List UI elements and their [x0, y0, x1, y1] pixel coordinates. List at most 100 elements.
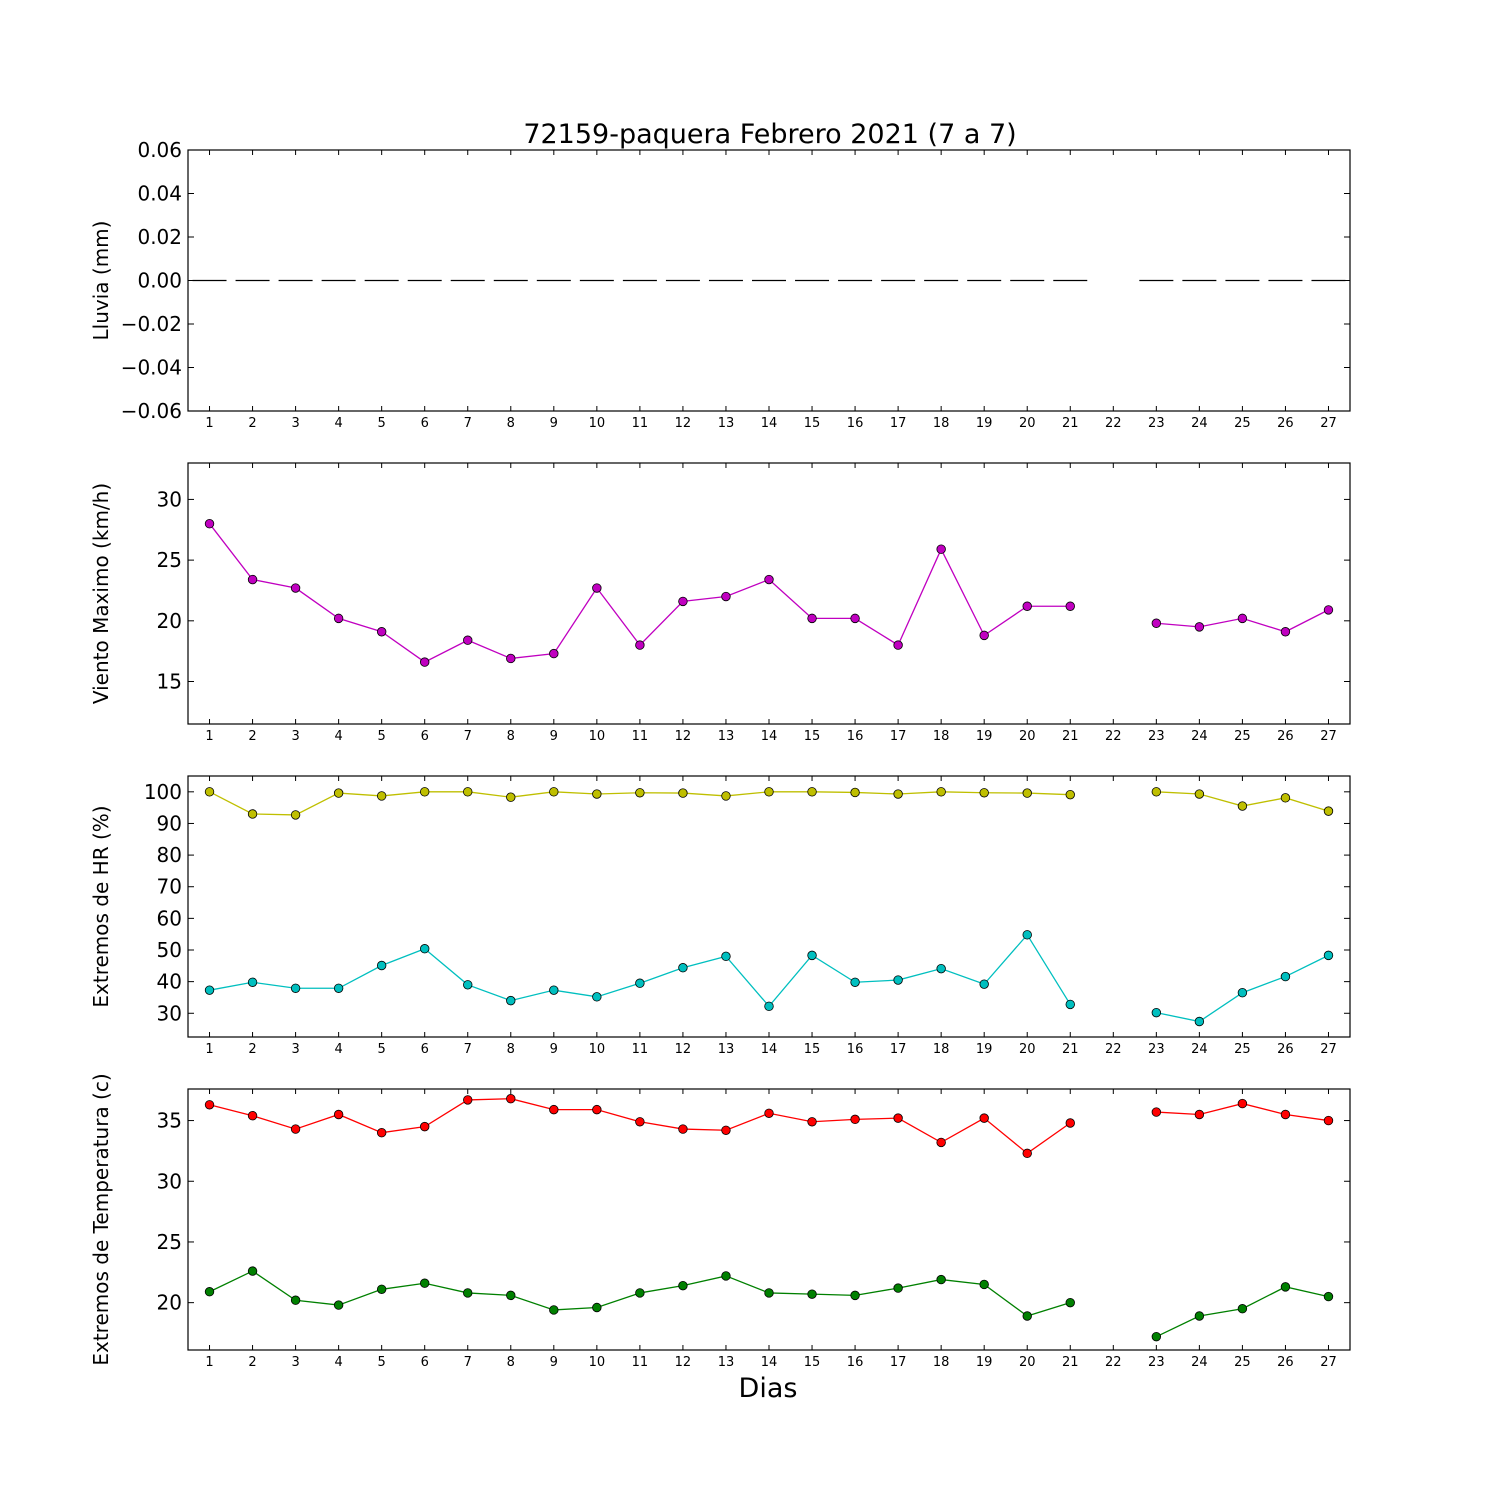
x-tick-label: 6 [421, 729, 429, 744]
x-tick-label: 14 [761, 729, 778, 744]
data-point [635, 1288, 645, 1298]
y-tick-label: 60 [157, 906, 182, 930]
series-temperatura-0 [204, 1094, 1334, 1159]
panel-lluvia: 1 2 3 4 5 6 7 8 9 10 11 12 13 14 15 16 17 18 19 20 21 22 23 24 2… [89, 138, 1351, 431]
x-tick-label: 9 [550, 1355, 558, 1370]
x-tick-label: 27 [1320, 1042, 1337, 1057]
data-point [1151, 1107, 1162, 1117]
x-tick-label: 20 [1019, 1042, 1036, 1057]
data-point [247, 809, 258, 819]
x-tick-label: 23 [1148, 1042, 1165, 1057]
y-tick-label: −0.06 [121, 399, 182, 423]
panel-hr: 1 2 3 4 5 6 7 8 9 10 11 12 13 14 15 16 17 18 19 20 21 22 23 24 2… [89, 775, 1351, 1057]
y-tick-label: 100 [144, 780, 182, 804]
x-tick-label: 19 [976, 416, 993, 431]
data-point [1022, 601, 1032, 611]
x-tick-label: 13 [718, 416, 735, 431]
y-axis-label-lluvia: Lluvia (mm) [89, 221, 113, 341]
x-tick-label: 23 [1148, 729, 1165, 744]
x-tick-label: 22 [1105, 1355, 1122, 1370]
data-point [1065, 1297, 1075, 1308]
data-point [807, 613, 817, 624]
data-point [1022, 788, 1032, 798]
data-point [1151, 1331, 1162, 1342]
series-hr-0 [204, 787, 1334, 820]
x-tick-label: 18 [933, 416, 950, 431]
data-point [1237, 613, 1248, 624]
x-tick-label: 4 [334, 729, 342, 744]
x-tick-label: 11 [632, 1042, 649, 1057]
x-tick-label: 3 [291, 416, 299, 431]
chart-title: 72159-paquera Febrero 2021 (7 a 7) [523, 119, 1016, 150]
x-tick-label: 1 [205, 1042, 213, 1057]
x-tick-label: 21 [1062, 416, 1079, 431]
y-tick-label: −0.04 [121, 356, 182, 380]
data-point [721, 951, 731, 962]
x-tick-label: 14 [761, 416, 778, 431]
data-point [764, 574, 774, 585]
x-tick-label: 25 [1234, 416, 1251, 431]
y-tick-label: 35 [157, 1109, 182, 1133]
x-tick-label: 15 [804, 416, 821, 431]
data-point [979, 1113, 989, 1123]
y-tick-label: 25 [157, 1230, 182, 1254]
x-tick-label: 21 [1062, 1355, 1079, 1370]
x-tick-label: 13 [718, 1355, 735, 1370]
y-tick-label: 0.00 [137, 269, 182, 293]
data-point [721, 1125, 731, 1135]
plot-frame-viento [187, 462, 1351, 725]
data-point [463, 1288, 473, 1298]
data-point [1194, 789, 1205, 799]
x-tick-label: 7 [464, 1042, 472, 1057]
x-tick-label: 9 [550, 416, 558, 431]
data-point [1280, 1109, 1291, 1120]
x-tick-label: 13 [718, 1042, 735, 1057]
x-tick-label: 25 [1234, 1355, 1251, 1370]
x-tick-label: 16 [847, 1042, 864, 1057]
y-axis-label-temperatura: Extremos de Temperatura (c) [89, 1073, 113, 1365]
data-point [592, 583, 602, 593]
x-tick-label: 19 [976, 729, 993, 744]
data-point [333, 1109, 344, 1120]
data-point [463, 1095, 473, 1105]
x-tick-label: 26 [1277, 1042, 1294, 1057]
data-point [807, 1289, 817, 1299]
data-point [1323, 806, 1334, 816]
x-tick-label: 23 [1148, 416, 1165, 431]
data-point [204, 518, 215, 529]
x-tick-label: 14 [761, 1042, 778, 1057]
y-tick-label: 30 [157, 1001, 182, 1025]
x-tick-label: 26 [1277, 1355, 1294, 1370]
x-tick-label: 3 [291, 1355, 299, 1370]
x-tick-label: 7 [464, 729, 472, 744]
data-point [1323, 950, 1334, 961]
series-hr-1 [204, 930, 1334, 1027]
x-tick-label: 13 [718, 729, 735, 744]
y-tick-label: 20 [157, 1291, 182, 1315]
x-tick-label: 4 [334, 1042, 342, 1057]
x-tick-label: 11 [632, 1355, 649, 1370]
series-viento-0 [204, 518, 1334, 667]
data-point [506, 1290, 516, 1301]
data-point [936, 544, 946, 554]
x-tick-label: 4 [334, 416, 342, 431]
data-point [1022, 1148, 1032, 1159]
x-tick-label: 16 [847, 416, 864, 431]
plot-frame-hr [187, 775, 1351, 1038]
x-tick-label: 26 [1277, 416, 1294, 431]
x-tick-label: 9 [550, 1042, 558, 1057]
x-tick-label: 5 [378, 416, 386, 431]
data-point [635, 1117, 645, 1127]
data-point [678, 1280, 688, 1291]
data-point [936, 1274, 946, 1285]
data-point [850, 613, 860, 624]
x-tick-label: 18 [933, 1042, 950, 1057]
x-tick-label: 12 [675, 416, 692, 431]
x-tick-label: 4 [334, 1355, 342, 1370]
data-point [1065, 601, 1075, 611]
data-point [290, 1124, 301, 1134]
panel-viento: 1 2 3 4 5 6 7 8 9 10 11 12 13 14 15 16 17 18 19 20 21 22 23 24 2… [89, 462, 1351, 744]
x-tick-label: 27 [1320, 729, 1337, 744]
x-tick-label: 8 [507, 729, 515, 744]
data-point [247, 977, 258, 987]
